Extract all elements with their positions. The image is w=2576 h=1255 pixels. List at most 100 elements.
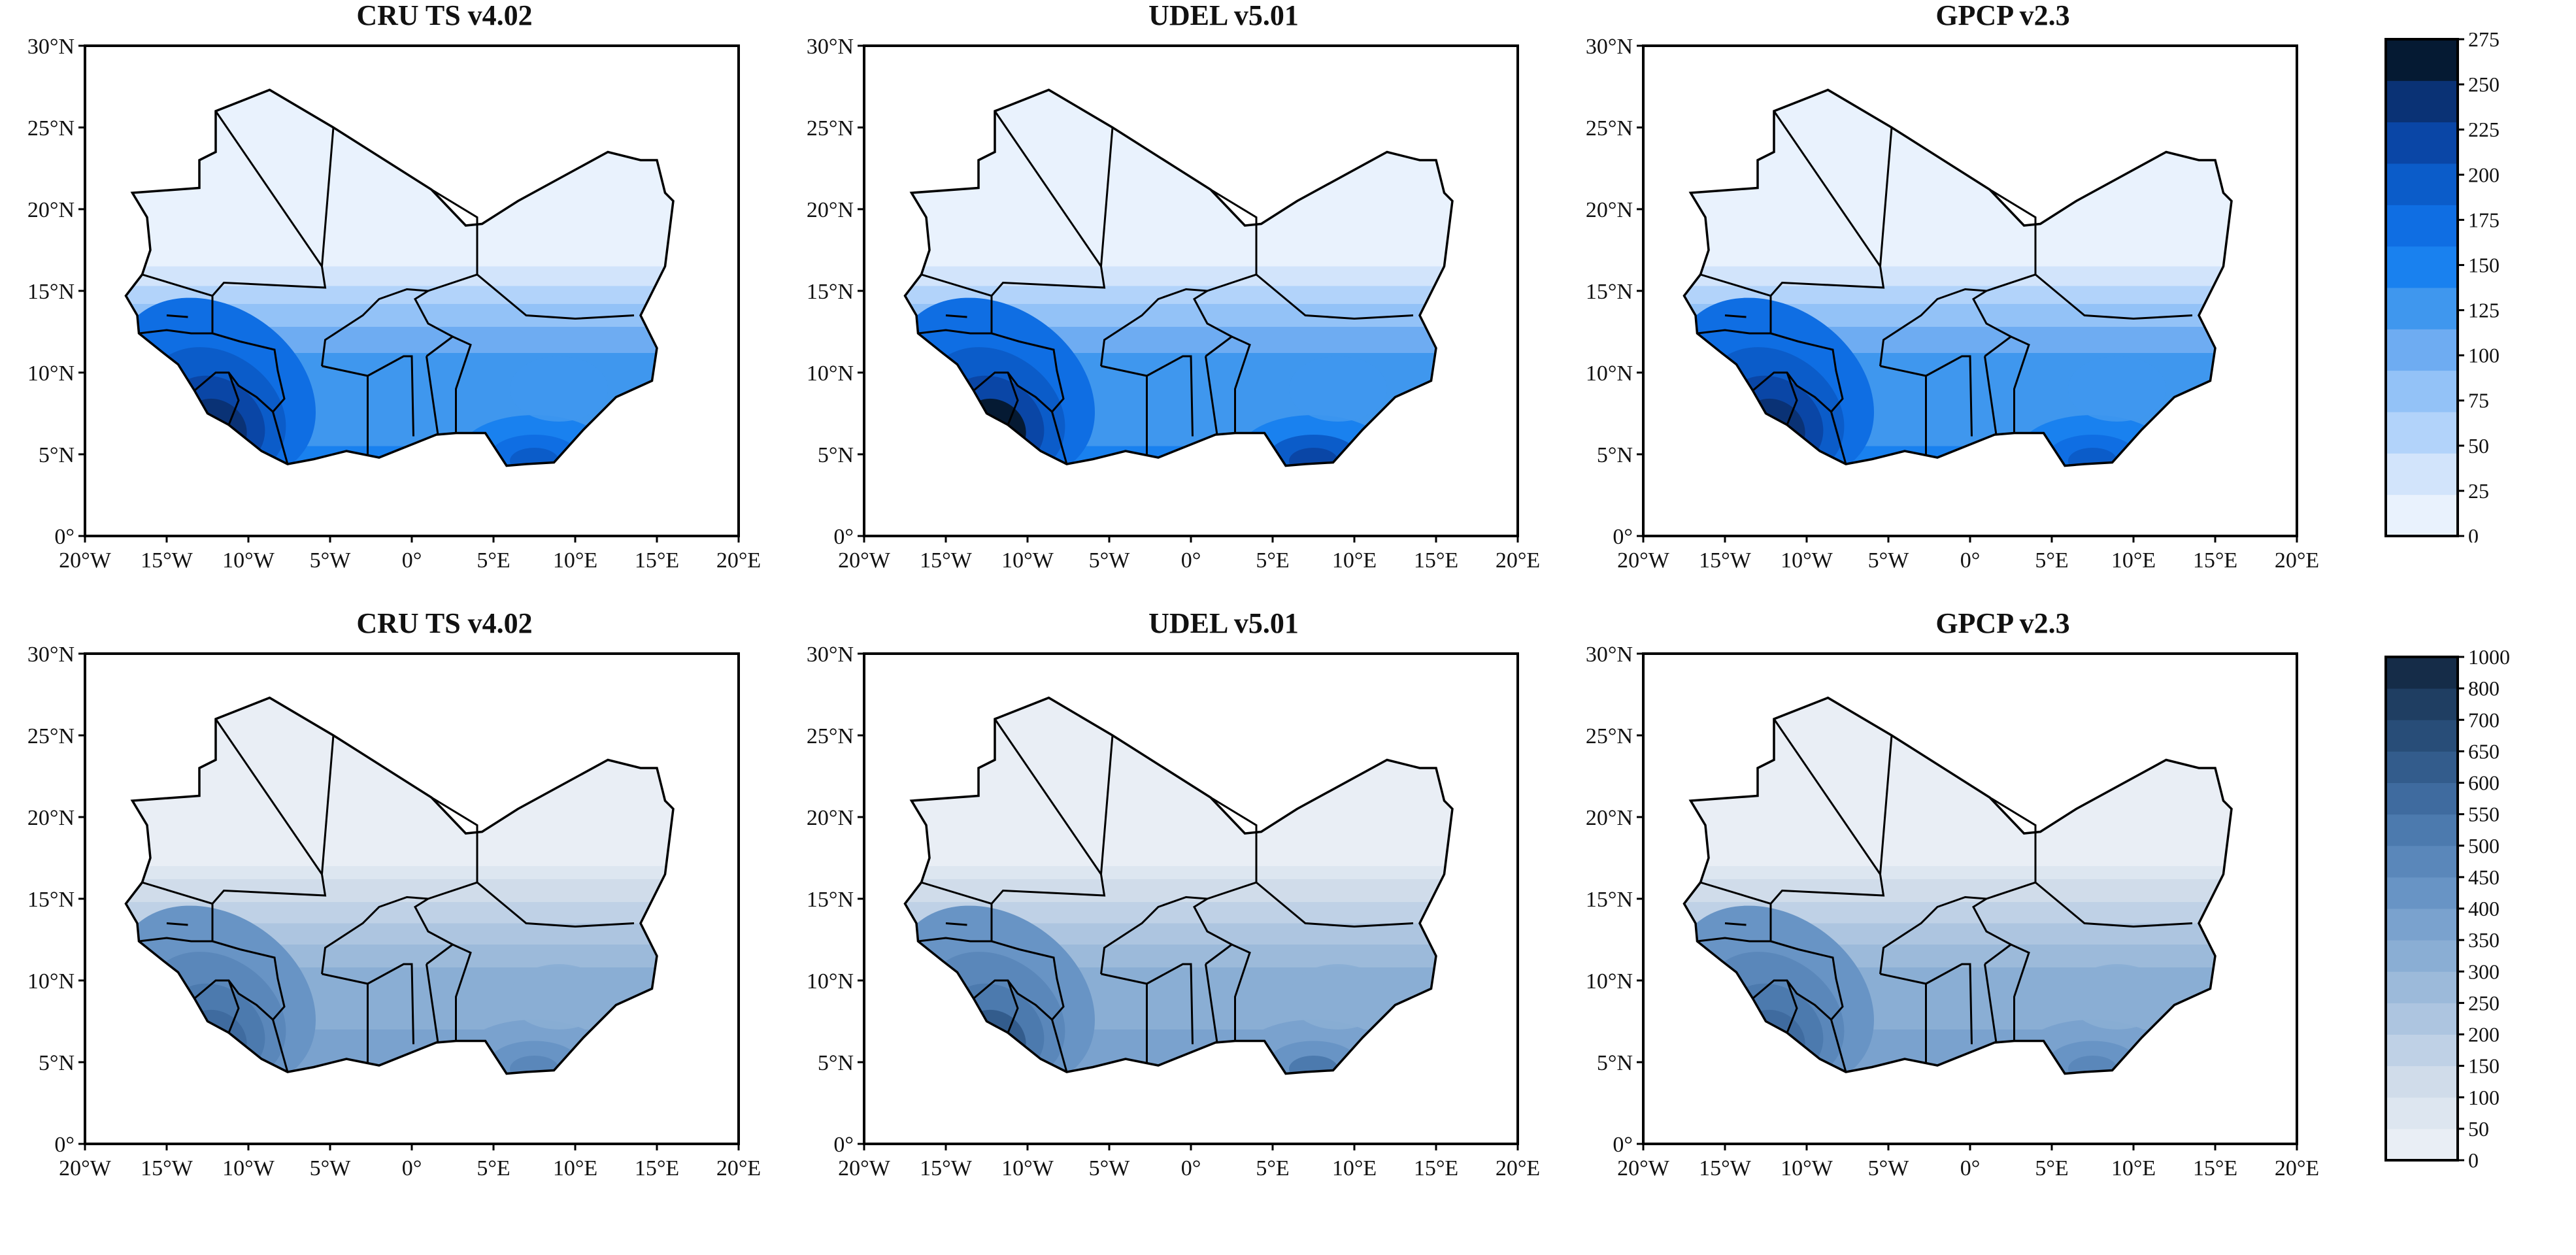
colorbar-tick-label: 400 — [2468, 897, 2500, 920]
country-border — [1100, 127, 1114, 267]
lon-tick-label: 15°W — [1699, 1156, 1752, 1180]
country-border — [477, 273, 635, 320]
lat-tick-label: 30°N — [807, 35, 854, 59]
colorbar-tick-label: 0 — [2468, 524, 2479, 543]
lon-tick-label: 10°E — [1332, 548, 1377, 573]
colorbar-tick-label: 650 — [2468, 739, 2500, 763]
country-border — [166, 922, 188, 926]
lon-tick-label: 20°E — [2275, 548, 2319, 573]
lat-tick-label: 25°N — [807, 724, 854, 748]
colorbar-tick-label: 200 — [2468, 1023, 2500, 1046]
lon-tick-label: 20°E — [1496, 1156, 1540, 1180]
colorbar-swatch — [2386, 205, 2458, 247]
contour-band — [2068, 448, 2117, 466]
lon-tick-label: 15°W — [920, 548, 973, 573]
contour-band — [125, 266, 673, 286]
country-border — [1697, 295, 1772, 335]
colorbar-swatch — [2386, 494, 2458, 537]
lat-tick-label: 15°N — [807, 280, 854, 304]
country-border — [139, 295, 214, 335]
colorbar-tick-label: 250 — [2468, 991, 2500, 1014]
colorbar-tick-label: 150 — [2468, 253, 2500, 276]
country-border — [918, 903, 993, 943]
contour-band — [125, 879, 673, 902]
lat-tick-label: 5°N — [1597, 443, 1633, 467]
country-border — [1984, 943, 2030, 1041]
colorbar-tick-label: 50 — [2468, 434, 2489, 458]
lon-tick-label: 20°E — [2275, 1156, 2319, 1180]
lat-tick-label: 30°N — [1586, 35, 1633, 59]
colorbar-swatch — [2386, 412, 2458, 454]
colorbar-tick-label: 125 — [2468, 299, 2500, 322]
lat-tick-label: 25°N — [807, 116, 854, 141]
country-border — [166, 314, 188, 318]
colorbar-swatch — [2386, 877, 2458, 909]
lat-tick-label: 10°N — [1586, 969, 1633, 994]
country-border — [1007, 980, 1019, 1033]
country-border — [1879, 735, 1893, 875]
lat-tick-label: 20°N — [1586, 806, 1633, 830]
lon-tick-label: 10°W — [1781, 548, 1833, 573]
country-border — [1700, 110, 1885, 297]
lon-tick-label: 20°E — [716, 1156, 761, 1180]
lon-tick-label: 5°W — [1089, 548, 1131, 573]
lat-tick-label: 0° — [54, 525, 75, 549]
country-border — [1205, 943, 1251, 1041]
country-border — [426, 335, 472, 433]
lat-tick-label: 15°N — [27, 888, 75, 912]
panel-title: UDEL v5.01 — [1148, 607, 1299, 639]
country-border — [414, 290, 454, 338]
country-border — [321, 735, 335, 875]
lon-tick-label: 10°W — [1001, 1156, 1054, 1180]
contour-band — [1684, 286, 2232, 304]
lon-tick-label: 15°W — [141, 1156, 193, 1180]
colorbar-tick-label: 300 — [2468, 960, 2500, 983]
country-border — [1879, 127, 1893, 267]
panel-title: UDEL v5.01 — [1148, 0, 1299, 31]
country-border — [1972, 290, 2012, 338]
lat-tick-label: 20°N — [807, 198, 854, 222]
colorbar-swatch — [2386, 1003, 2458, 1035]
lon-tick-label: 20°E — [716, 548, 761, 573]
country-border — [1879, 188, 2037, 367]
lat-tick-label: 0° — [833, 1133, 854, 1157]
lat-tick-label: 5°N — [818, 1051, 854, 1075]
colorbar-tick-label: 225 — [2468, 118, 2500, 141]
lon-tick-label: 5°W — [1868, 1156, 1910, 1180]
country-border — [321, 188, 478, 367]
lon-tick-label: 10°W — [1001, 548, 1054, 573]
colorbar-tick-label: 550 — [2468, 803, 2500, 826]
lat-tick-label: 15°N — [1586, 888, 1633, 912]
map-panel-mean-gpcp: GPCP v2.3 0° 5°N 10°N 15°N 20°N 25°N 30°N 20°W 1… — [1586, 0, 2362, 647]
map-panel-p95-udel: UDEL v5.01 0° 5°N 10°N 15°N 20°N 25°N 30°N 20°W… — [807, 607, 1583, 1255]
country-border — [1051, 1019, 1068, 1073]
colorbar-swatch — [2386, 453, 2458, 495]
lat-tick-label: 10°N — [807, 969, 854, 994]
lon-tick-label: 20°E — [1496, 548, 1540, 573]
country-border — [1051, 411, 1068, 465]
panel-title: GPCP v2.3 — [1935, 0, 2070, 31]
lon-tick-label: 15°W — [141, 548, 193, 573]
map-svg: 0° 5°N 10°N 15°N 20°N 25°N 30°N 20°W 15°W 10°W 5°W… — [1586, 35, 2319, 573]
colorbar-tick-label: 500 — [2468, 834, 2500, 858]
colorbar-swatch — [2386, 657, 2458, 689]
country-border — [426, 943, 472, 1041]
colorbar-swatch — [2386, 1034, 2458, 1067]
country-border — [414, 897, 454, 946]
colorbar-swatch — [2386, 80, 2458, 123]
country-border — [1830, 1019, 1847, 1073]
lon-tick-label: 0° — [1960, 1156, 1981, 1180]
lat-tick-label: 30°N — [1586, 643, 1633, 667]
colorbar-frame — [2384, 38, 2459, 537]
lat-tick-label: 5°N — [1597, 1051, 1633, 1075]
colorbar-swatch — [2386, 39, 2458, 81]
colorbar-tick-label: 150 — [2468, 1054, 2500, 1078]
country-border — [426, 356, 439, 435]
country-border — [1879, 796, 2037, 975]
lon-tick-label: 5°E — [477, 548, 510, 573]
contour-band — [905, 879, 1452, 902]
colorbar-swatch — [2386, 845, 2458, 878]
map-svg: 0° 5°N 10°N 15°N 20°N 25°N 30°N 20°W 15°W 10°W 5°W… — [27, 643, 761, 1180]
colorbar-tick-label: 350 — [2468, 928, 2500, 952]
lon-tick-label: 5°W — [1089, 1156, 1131, 1180]
